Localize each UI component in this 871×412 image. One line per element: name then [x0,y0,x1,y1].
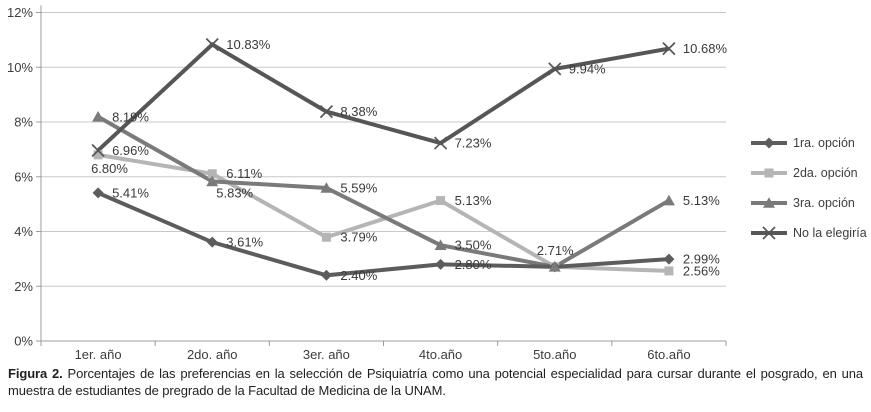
triangle-legend-icon [751,197,787,208]
square-marker [93,150,103,160]
legend-item-no-la-elegiria: No la elegiría [750,226,867,240]
line-chart: 0% 2% 4% 6% 8% 10% 12% 1er. año 2do. año 3er. año… [7,5,728,362]
x-marker [662,42,676,56]
series-line-1ra-opcion [97,191,670,278]
square-legend-icon [751,168,787,178]
data-label-no-la-elegiria: 10.83% [226,37,271,52]
figure-caption: Figura 2. Porcentajes de las preferencia… [8,366,863,399]
figure-caption-body: Porcentajes de las preferencias en la se… [8,366,863,398]
y-tick-label: 12% [7,5,33,20]
y-tick-label: 6% [14,169,33,184]
series-line-3ra-opcion [97,115,670,269]
data-label-no-la-elegiria: 9.94% [569,61,606,76]
triangle-legend-marker [763,197,775,208]
x-category-label: 4to.año [419,347,462,362]
data-label-3ra-opcion: 5.59% [340,180,377,195]
triangle-marker [206,175,219,187]
diamond-marker [92,187,104,199]
x-category-label: 5to.año [533,347,576,362]
diamond-marker [206,236,218,248]
legend-label-2da-opcion: 2da. opción [793,166,858,180]
data-label-2da-opcion: 6.11% [226,166,262,181]
diamond-marker [435,258,447,270]
chart-legend: 1ra. opción 2da. opción 3ra. opción No la e… [750,136,867,240]
data-label-2da-opcion: 5.13% [455,193,492,208]
data-label-1ra-opcion: 2.99% [683,252,720,267]
x-category-label: 6to.año [647,347,690,362]
data-label-1ra-opcion: 5.41% [112,185,149,200]
data-label-3ra-opcion: 5.83% [216,185,253,200]
diamond-legend-icon [751,137,787,149]
x-category-label: 2do. año [187,347,238,362]
triangle-marker [434,239,447,250]
data-label-no-la-elegiria: 7.23% [455,136,492,151]
data-label-2da-opcion: 2.56% [683,263,720,278]
triangle-marker [92,110,105,122]
y-tick-label: 0% [14,334,33,349]
square-legend-marker [764,168,774,178]
square-marker [207,169,217,179]
data-label-3ra-opcion: 5.13% [683,193,720,208]
y-tick-label: 8% [14,115,33,130]
triangle-marker [320,182,333,193]
square-marker [436,196,446,206]
series-line-no-la-elegiria [96,42,670,152]
data-label-2da-opcion: 6.80% [91,161,128,176]
data-label-1ra-opcion: 2.80% [455,257,492,272]
data-label-no-la-elegiria: 6.96% [112,143,149,158]
data-label-3ra-opcion: 3.50% [455,238,492,253]
data-label-no-la-elegiria: 10.68% [683,41,728,56]
data-label-2da-opcion: 3.79% [340,230,377,245]
data-label-1ra-opcion: 3.61% [226,235,263,250]
data-label-3ra-opcion: 8.19% [112,109,149,124]
data-label-1ra-opcion: 2.40% [340,268,377,283]
x-category-label: 1er. año [75,347,122,362]
triangle-marker [548,261,561,272]
legend-item-2da-opcion: 2da. opción [750,166,867,180]
diamond-marker [663,253,675,265]
legend-label-no-la-elegiria: No la elegiría [793,226,867,240]
figure-caption-label: Figura 2. [8,366,63,381]
y-tick-label: 4% [14,224,33,239]
y-tick-label: 10% [7,60,33,75]
x-marker [548,62,562,76]
x-marker [91,143,105,158]
diamond-marker [320,269,332,281]
data-label-3ra-opcion: 2.71% [537,243,574,258]
data-label-no-la-elegiria: 8.38% [340,104,377,119]
x-marker [205,37,219,52]
legend-item-1ra-opcion: 1ra. opción [750,136,867,150]
x-legend-icon [751,226,787,240]
square-marker [321,232,331,242]
legend-item-3ra-opcion: 3ra. opción [750,196,867,210]
x-category-label: 3er. año [303,347,350,362]
triangle-marker [662,194,675,206]
legend-label-3ra-opcion: 3ra. opción [793,196,855,210]
series-line-2da-opcion [97,152,669,273]
x-marker [433,136,448,150]
legend-label-1ra-opcion: 1ra. opción [793,136,855,150]
square-marker [664,266,674,276]
x-legend-marker [762,226,776,240]
x-marker [319,104,334,119]
diamond-legend-marker [763,137,775,149]
y-tick-label: 2% [14,279,33,294]
